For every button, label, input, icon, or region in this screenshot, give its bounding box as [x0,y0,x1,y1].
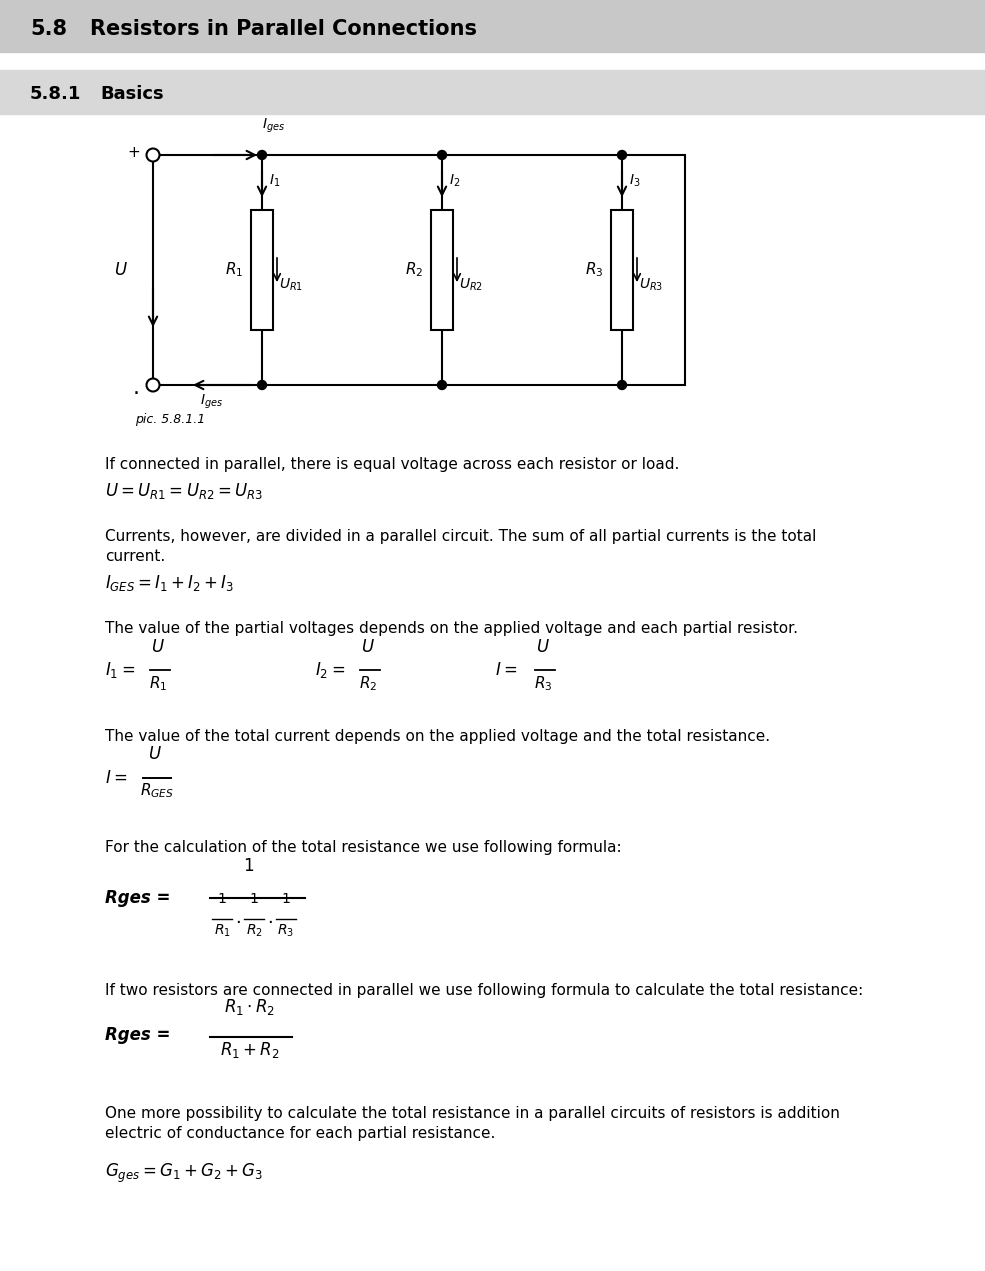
Text: $R_3$: $R_3$ [278,923,295,939]
Text: Basics: Basics [100,85,164,103]
Circle shape [437,380,446,389]
Text: $U_{R3}$: $U_{R3}$ [639,277,663,294]
Text: $R_2$: $R_2$ [405,261,423,280]
Text: $R_1$: $R_1$ [149,674,167,693]
Text: $R_2$: $R_2$ [359,674,377,693]
Text: Rges =: Rges = [105,1026,170,1043]
Text: 1: 1 [242,857,253,874]
Text: $U$: $U$ [151,638,164,656]
Circle shape [437,150,446,159]
Text: $I_{ges}$: $I_{ges}$ [200,393,224,412]
Text: 1: 1 [249,892,258,906]
Bar [0,70,985,114]
Text: One more possibility to calculate the total resistance in a parallel circuits of: One more possibility to calculate the to… [105,1106,840,1121]
Text: .: . [133,377,140,398]
Text: 5.8: 5.8 [30,19,67,38]
Text: $I_2 = $: $I_2 = $ [315,660,345,680]
Circle shape [257,150,267,159]
Text: $R_3$: $R_3$ [534,674,553,693]
Text: ·: · [235,914,241,932]
Text: $R_2$: $R_2$ [245,923,262,939]
Text: $R_3$: $R_3$ [584,261,603,280]
Text: U: U [114,261,126,280]
Text: $R_1 \cdot R_2$: $R_1 \cdot R_2$ [225,996,276,1017]
Bar [431,210,453,330]
Text: The value of the partial voltages depends on the applied voltage and each partia: The value of the partial voltages depend… [105,622,798,636]
Text: $U_{R1}$: $U_{R1}$ [279,277,303,294]
Text: $R_1 + R_2$: $R_1 + R_2$ [221,1040,280,1060]
Text: Currents, however, are divided in a parallel circuit. The sum of all partial cur: Currents, however, are divided in a para… [105,529,817,544]
Text: The value of the total current depends on the applied voltage and the total resi: The value of the total current depends o… [105,730,770,744]
Text: $U$: $U$ [361,638,375,656]
Text: $U$: $U$ [536,638,550,656]
Bar [611,210,633,330]
Text: 5.8.1: 5.8.1 [30,85,82,103]
Text: $I_1$: $I_1$ [269,173,281,189]
Text: ·: · [268,914,273,932]
Circle shape [147,149,160,161]
Text: $I = $: $I = $ [495,661,517,679]
Text: $U_{R2}$: $U_{R2}$ [459,277,483,294]
Circle shape [618,380,626,389]
Text: 1: 1 [282,892,291,906]
Text: +: + [127,145,140,160]
Bar [251,210,273,330]
Text: If two resistors are connected in parallel we use following formula to calculate: If two resistors are connected in parall… [105,982,863,998]
Text: pic. 5.8.1.1: pic. 5.8.1.1 [135,413,205,426]
Text: $U$: $U$ [148,745,162,763]
Text: $R_1$: $R_1$ [225,261,243,280]
Text: If connected in parallel, there is equal voltage across each resistor or load.: If connected in parallel, there is equal… [105,458,680,472]
Text: $R_{GES}$: $R_{GES}$ [140,780,174,799]
Text: $I_1 = $: $I_1 = $ [105,660,135,680]
Text: $G_{ges} = G_1 + G_2 + G_3$: $G_{ges} = G_1 + G_2 + G_3$ [105,1162,263,1185]
Text: 1: 1 [218,892,227,906]
Text: $I_{GES} = I_1 + I_2 + I_3$: $I_{GES} = I_1 + I_2 + I_3$ [105,573,234,594]
Text: $U = U_{R1} = U_{R2} = U_{R3}$: $U = U_{R1} = U_{R2} = U_{R3}$ [105,480,263,501]
Text: current.: current. [105,549,165,564]
Circle shape [147,379,160,391]
Text: Resistors in Parallel Connections: Resistors in Parallel Connections [90,19,477,38]
Bar [0,0,985,52]
Text: electric of conductance for each partial resistance.: electric of conductance for each partial… [105,1126,495,1141]
Text: $I_{ges}$: $I_{ges}$ [262,117,285,135]
Text: $R_1$: $R_1$ [214,923,230,939]
Text: $I = $: $I = $ [105,769,127,787]
Text: $I_2$: $I_2$ [449,173,460,189]
Text: Rges =: Rges = [105,888,170,907]
Text: For the calculation of the total resistance we use following formula:: For the calculation of the total resista… [105,840,622,855]
Text: $I_3$: $I_3$ [629,173,640,189]
Circle shape [618,150,626,159]
Circle shape [257,380,267,389]
